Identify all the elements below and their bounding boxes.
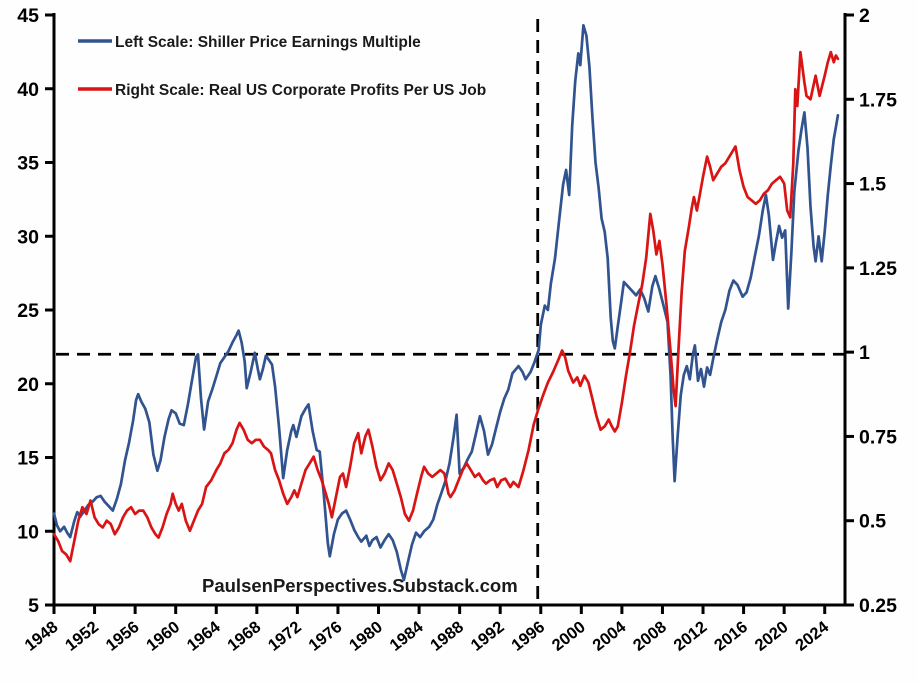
right-axis-tick-label: 0.75 [859, 426, 897, 448]
x-axis-tick-label: 2012 [670, 618, 710, 655]
x-axis-tick-label: 2000 [549, 618, 589, 655]
x-axis-tick-label: 2016 [711, 618, 751, 655]
x-axis-tick-label: 1988 [427, 618, 467, 655]
x-axis-tick-label: 1952 [62, 618, 102, 655]
left-axis-tick-label: 15 [17, 448, 39, 470]
left-axis-tick-label: 10 [17, 521, 39, 543]
x-axis-tick-label: 1992 [468, 618, 508, 655]
x-axis-tick-label: 1964 [184, 617, 225, 654]
x-axis-tick-label: 1980 [346, 618, 386, 655]
right-axis-tick-label: 1 [859, 342, 870, 364]
left-axis-tick-label: 30 [17, 226, 39, 248]
right-axis-tick-label: 2 [859, 5, 870, 27]
x-axis-tick-label: 1956 [103, 618, 143, 655]
right-axis-tick-label: 1.25 [859, 258, 897, 280]
series-line-profits-per-job [52, 50, 840, 563]
x-axis-tick-label: 1984 [387, 617, 428, 654]
watermark: PaulsenPerspectives.Substack.com [202, 575, 518, 596]
legend-label-right-scale: Right Scale: Real US Corporate Profits P… [115, 82, 486, 99]
right-axis-tick-label: 1.75 [859, 89, 897, 111]
left-axis-tick-label: 35 [17, 153, 39, 175]
right-axis-tick-label: 0.5 [859, 511, 886, 533]
x-axis-tick-label: 2008 [630, 618, 670, 655]
x-axis-tick-label: 1996 [508, 618, 548, 655]
x-axis-tick-label: 1960 [143, 618, 183, 655]
x-axis-tick-label: 1968 [224, 618, 264, 655]
x-axis-tick-label: 1948 [21, 618, 61, 655]
left-axis-tick-label: 25 [17, 300, 39, 322]
right-axis-tick-label: 1.5 [859, 174, 886, 196]
left-axis-tick-label: 45 [17, 5, 39, 27]
x-axis-tick-label: 1972 [265, 618, 305, 655]
left-axis-tick-label: 20 [17, 374, 39, 396]
plot-layer: 45 40 35 30 25 20 15 10 5 2 1.75 1.5 1.25 1 0.75 0.5 0.2… [17, 5, 897, 655]
left-axis-tick-label: 5 [28, 595, 39, 617]
x-axis-tick-label: 1976 [305, 618, 345, 655]
x-axis-tick-label: 2024 [792, 617, 833, 654]
x-axis-tick-label: 2004 [589, 617, 630, 654]
legend-label-left-scale: Left Scale: Shiller Price Earnings Multi… [115, 34, 421, 51]
x-axis-tick-label: 2020 [752, 618, 792, 655]
right-axis-tick-label: 0.25 [859, 595, 897, 617]
left-axis-tick-label: 40 [17, 79, 39, 101]
